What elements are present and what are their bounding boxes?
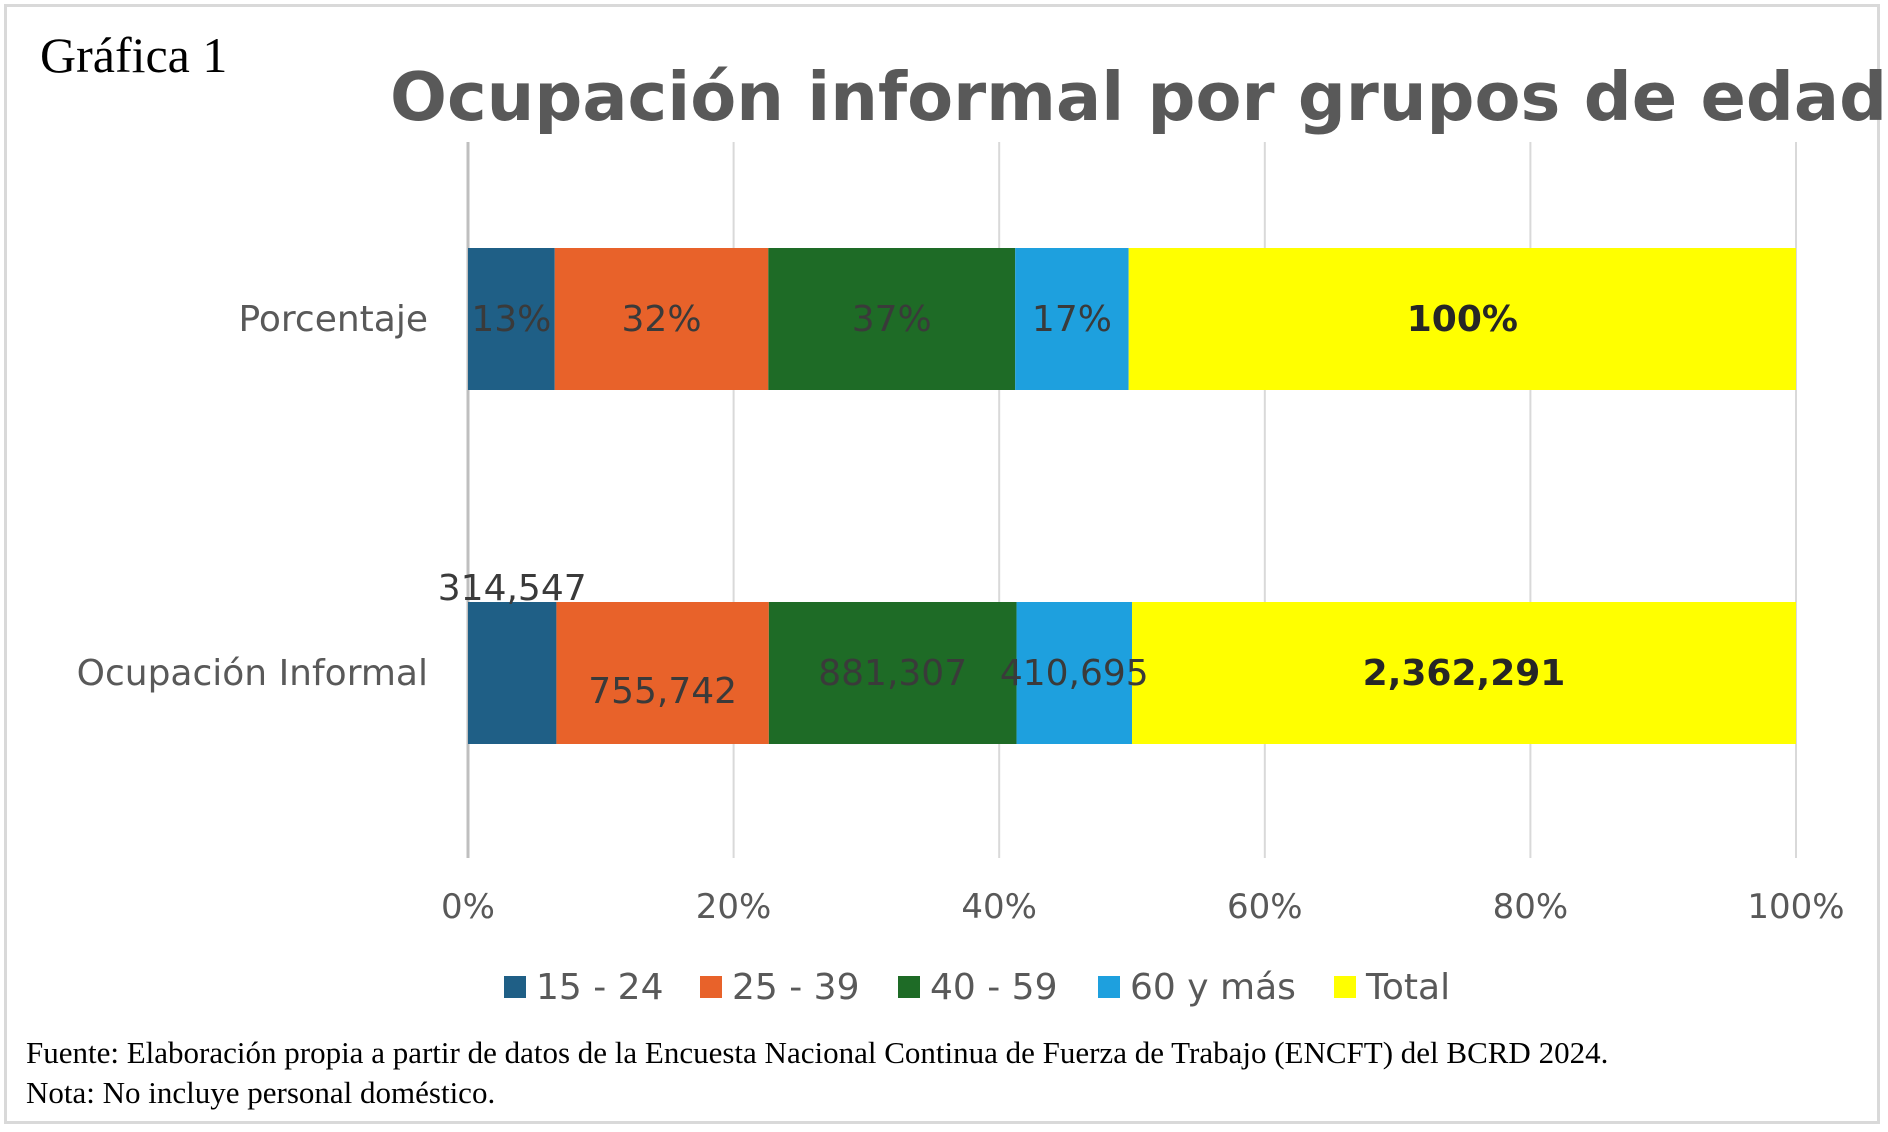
bar-segment	[554, 248, 769, 390]
bar-segment	[768, 602, 1017, 744]
category-label: Ocupación Informal	[77, 653, 428, 694]
legend-swatch	[504, 976, 526, 998]
x-tick-label: 80%	[1493, 887, 1569, 927]
chart-title: Ocupación informal por grupos de edad	[390, 58, 1888, 136]
category-labels: Porcentaje Ocupación Informal	[77, 299, 428, 694]
x-tick-label: 100%	[1747, 887, 1844, 927]
legend: 15 - 24 25 - 39 40 - 59 60 y más Total	[504, 967, 1450, 1008]
data-label: 100%	[1407, 299, 1518, 340]
figure-label: Gráfica 1	[40, 27, 228, 83]
x-tick-label: 60%	[1227, 887, 1303, 927]
data-label: 2,362,291	[1363, 653, 1566, 694]
bar-segment	[1132, 602, 1796, 744]
bar-segment	[1016, 602, 1132, 744]
legend-label: 40 - 59	[930, 967, 1058, 1008]
x-axis-ticks: 0% 20% 40% 60% 80% 100%	[441, 887, 1845, 927]
bar-segment	[1015, 248, 1129, 390]
data-label: 13%	[471, 299, 551, 340]
footer: Fuente: Elaboración propia a partir de d…	[26, 1033, 1608, 1113]
data-label: 314,547	[438, 568, 587, 609]
data-label: 410,695	[1000, 653, 1149, 694]
legend-swatch	[700, 976, 722, 998]
data-label: 755,742	[588, 671, 737, 712]
bar-segment	[1128, 248, 1796, 390]
legend-label: Total	[1365, 967, 1450, 1008]
legend-label: 15 - 24	[536, 967, 664, 1008]
bars	[468, 248, 1796, 744]
x-tick-label: 20%	[696, 887, 772, 927]
x-tick-label: 40%	[961, 887, 1037, 927]
data-labels: 13% 32% 37% 17% 100% 314,547 755,742 881,307 410…	[438, 299, 1566, 712]
bar-segment	[768, 248, 1016, 390]
data-label: 32%	[622, 299, 702, 340]
footer-note: Nota: No incluye personal doméstico.	[26, 1075, 496, 1110]
footer-source: Fuente: Elaboración propia a partir de d…	[26, 1035, 1609, 1070]
bar-segment	[468, 602, 557, 744]
legend-swatch	[1098, 976, 1120, 998]
data-label: 881,307	[818, 653, 967, 694]
category-label: Porcentaje	[238, 299, 428, 340]
legend-label: 25 - 39	[732, 967, 860, 1008]
x-tick-label: 0%	[441, 887, 495, 927]
data-label: 37%	[852, 299, 932, 340]
legend-swatch	[898, 976, 920, 998]
data-label: 17%	[1032, 299, 1112, 340]
bar-segment	[556, 602, 769, 744]
bar-segment	[468, 248, 555, 390]
legend-label: 60 y más	[1130, 967, 1296, 1008]
legend-swatch	[1334, 976, 1356, 998]
chart-frame	[4, 4, 1880, 1124]
